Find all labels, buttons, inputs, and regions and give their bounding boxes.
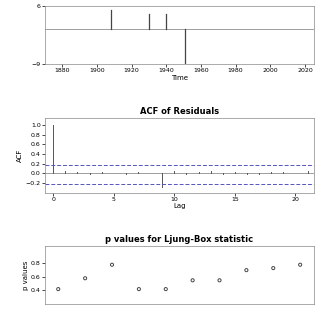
Point	[271, 266, 276, 271]
Point	[244, 268, 249, 273]
Y-axis label: ACF: ACF	[17, 148, 23, 162]
Y-axis label: p values: p values	[23, 260, 29, 290]
Point	[83, 276, 88, 281]
Point	[136, 286, 141, 292]
Point	[109, 262, 115, 267]
Point	[163, 286, 168, 292]
X-axis label: Lag: Lag	[173, 203, 186, 209]
Point	[190, 278, 195, 283]
X-axis label: Time: Time	[171, 75, 188, 81]
Title: p values for Ljung-Box statistic: p values for Ljung-Box statistic	[105, 235, 253, 244]
Point	[56, 286, 61, 292]
Point	[217, 278, 222, 283]
Title: ACF of Residuals: ACF of Residuals	[140, 107, 219, 116]
Point	[298, 262, 303, 267]
